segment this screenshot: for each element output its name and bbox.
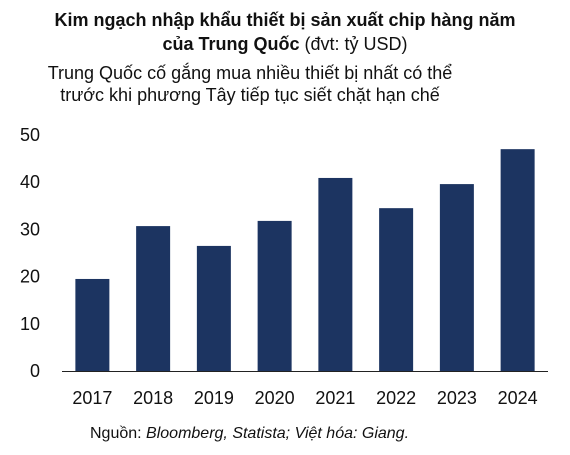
title-line-2: của Trung Quốc (đvt: tỷ USD) xyxy=(0,32,570,56)
chart-subtitle: Trung Quốc cố gắng mua nhiều thiết bị nh… xyxy=(0,62,500,106)
bar-2018 xyxy=(136,226,171,371)
bar-2021 xyxy=(318,177,353,371)
source-prefix: Nguồn: xyxy=(90,425,147,442)
y-tick-label: 0 xyxy=(30,361,40,381)
bar-2017 xyxy=(75,278,110,371)
source-text: Bloomberg, Statista; Việt hóa: Giang. xyxy=(146,425,410,442)
x-tick-label: 2019 xyxy=(194,388,234,408)
subtitle-line-1: Trung Quốc cố gắng mua nhiều thiết bị nh… xyxy=(47,63,453,83)
bar-2020 xyxy=(257,220,292,371)
title-line-1: Kim ngạch nhập khẩu thiết bị sản xuất ch… xyxy=(54,10,516,30)
x-tick-label: 2018 xyxy=(133,388,173,408)
x-tick-label: 2022 xyxy=(376,388,416,408)
x-tick-label: 2023 xyxy=(437,388,477,408)
y-tick-label: 30 xyxy=(20,219,40,239)
y-tick-label: 20 xyxy=(20,267,40,287)
x-axis-ticks: 2017 2018 2019 2020 2021 2022 2023 2024 xyxy=(72,388,537,408)
x-tick-label: 2021 xyxy=(315,388,355,408)
bar-2024 xyxy=(500,149,535,371)
bars-group xyxy=(75,149,535,371)
subtitle-line-2: trước khi phương Tây tiếp tục siết chặt … xyxy=(60,85,440,105)
title-line-2-bold: của Trung Quốc xyxy=(162,34,300,54)
x-tick-label: 2017 xyxy=(72,388,112,408)
y-tick-label: 50 xyxy=(20,125,40,145)
y-axis-ticks: 0 10 20 30 40 50 xyxy=(20,125,40,381)
x-tick-label: 2020 xyxy=(255,388,295,408)
y-tick-label: 10 xyxy=(20,314,40,334)
title-line-2-unit: (đvt: tỷ USD) xyxy=(299,34,408,54)
chart-title: Kim ngạch nhập khẩu thiết bị sản xuất ch… xyxy=(0,8,570,56)
source-note: Nguồn: Bloomberg, Statista; Việt hóa: Gi… xyxy=(90,424,409,444)
x-tick-label: 2024 xyxy=(498,388,538,408)
y-tick-label: 40 xyxy=(20,172,40,192)
bar-2023 xyxy=(439,184,474,371)
bar-2022 xyxy=(379,208,414,371)
bar-2019 xyxy=(196,245,231,371)
